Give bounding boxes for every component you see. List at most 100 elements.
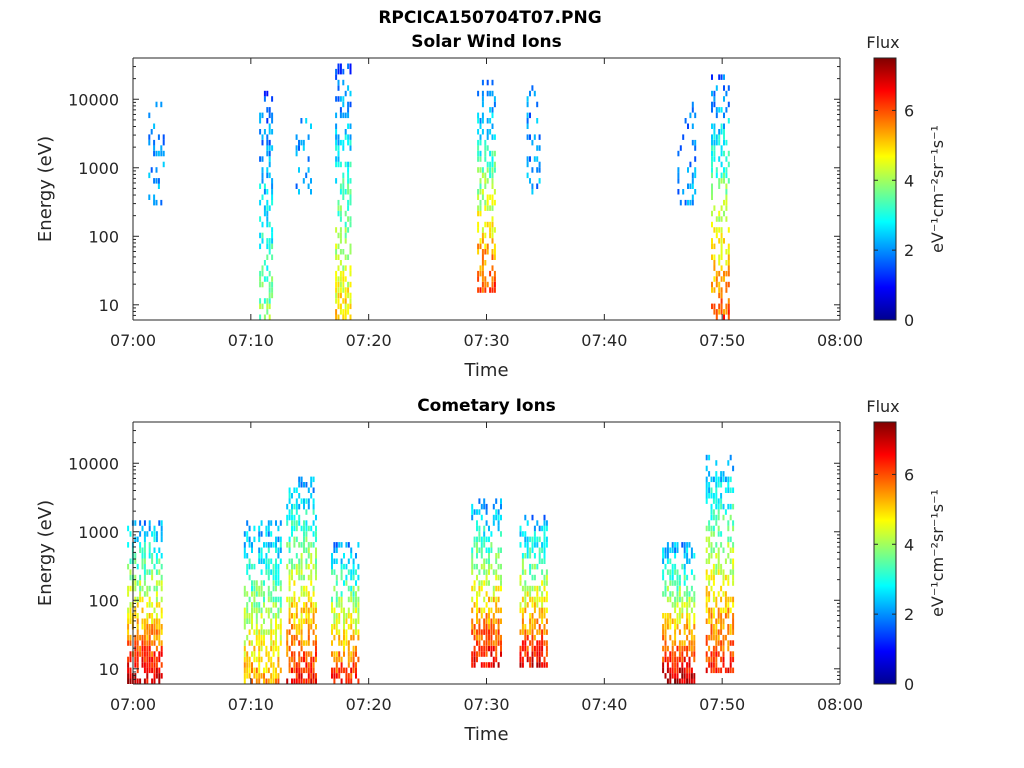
flux-cell [158, 673, 161, 679]
flux-cell [705, 493, 708, 499]
flux-cell [727, 249, 730, 255]
flux-cell [477, 221, 480, 228]
flux-cell [722, 580, 725, 586]
flux-cell [674, 569, 677, 575]
flux-cell [493, 161, 496, 168]
flux-cell [160, 607, 163, 614]
flux-cell [727, 624, 730, 630]
flux-cell [722, 514, 725, 521]
flux-cell [526, 629, 529, 635]
cometary-panel: 07:00 07:10 07:20 07:30 07:40 07:50 08:0010100… [35, 397, 947, 745]
flux-cell [490, 547, 493, 553]
flux-cell [129, 640, 132, 646]
flux-cell [678, 656, 681, 663]
flux-cell [492, 645, 495, 652]
flux-cell [492, 629, 495, 635]
flux-cell [720, 74, 723, 80]
flux-cell [484, 205, 487, 211]
flux-cell [531, 634, 534, 641]
flux-cell [545, 580, 548, 586]
flux-cell [693, 596, 696, 603]
flux-cell [717, 547, 720, 553]
flux-cell [146, 651, 149, 657]
flux-cell [483, 503, 486, 510]
flux-cell [485, 503, 488, 510]
flux-cell [355, 596, 357, 603]
flux-cell [524, 596, 527, 603]
flux-cell [146, 602, 149, 608]
flux-cell [263, 678, 265, 684]
flux-cell [678, 678, 681, 684]
flux-cell [686, 591, 689, 597]
flux-cell [538, 596, 541, 603]
flux-cell [690, 645, 693, 652]
flux-cell [715, 618, 718, 624]
flux-cell [478, 618, 481, 624]
flux-cell [720, 542, 723, 548]
flux-cell [715, 281, 718, 288]
flux-cell [671, 667, 674, 674]
flux-cell [495, 498, 498, 504]
flux-cell [485, 640, 488, 646]
flux-cell [686, 596, 689, 603]
flux-cell [303, 536, 305, 543]
flux-cell [664, 591, 667, 597]
flux-cell [688, 640, 691, 646]
flux-cell [271, 129, 274, 135]
flux-cell [305, 585, 308, 592]
flux-cell [478, 498, 481, 504]
flux-cell [261, 232, 264, 239]
flux-cell [146, 678, 149, 684]
flux-cell [543, 536, 546, 543]
flux-cell [678, 580, 681, 586]
flux-cell [331, 673, 333, 679]
flux-cell [136, 662, 139, 668]
flux-cell [536, 167, 539, 173]
flux-cell [713, 205, 716, 211]
flux-cell [148, 634, 151, 641]
flux-cell [720, 309, 723, 315]
flux-cell [307, 525, 310, 532]
flux-cell [488, 525, 490, 532]
flux-cell [713, 150, 716, 157]
flux-cell [693, 678, 696, 684]
flux-cell [271, 178, 274, 184]
flux-cell [671, 602, 674, 608]
flux-cell [545, 520, 548, 526]
flux-cell [349, 63, 352, 69]
flux-cell [495, 585, 498, 592]
flux-cell [279, 618, 282, 624]
flux-cell [288, 542, 291, 548]
flux-cell [251, 618, 253, 624]
flux-cell [266, 139, 269, 146]
flux-cell [148, 656, 151, 663]
flux-cell [676, 613, 679, 619]
flux-cell [538, 585, 541, 592]
flux-cell [275, 634, 277, 641]
flux-cell [688, 618, 691, 624]
flux-cell [255, 656, 258, 663]
flux-cell [691, 107, 694, 113]
flux-cell [258, 558, 261, 564]
flux-cell [310, 618, 313, 624]
flux-cell [491, 276, 494, 282]
flux-cell [715, 107, 718, 113]
flux-cell [295, 602, 298, 608]
flux-cell [275, 596, 277, 603]
flux-cell [333, 673, 336, 679]
flux-cell [352, 656, 355, 663]
flux-cell [344, 161, 347, 168]
flux-cell [710, 656, 713, 663]
flux-cell [265, 678, 268, 684]
flux-cell [337, 63, 340, 69]
flux-cell [139, 547, 142, 553]
flux-cell [485, 574, 488, 581]
flux-cell [141, 585, 144, 592]
flux-cell [253, 580, 256, 586]
flux-cell [713, 145, 716, 151]
flux-cell [268, 129, 271, 135]
flux-cell [251, 585, 253, 592]
flux-cell [148, 585, 151, 592]
flux-cell [335, 667, 338, 674]
